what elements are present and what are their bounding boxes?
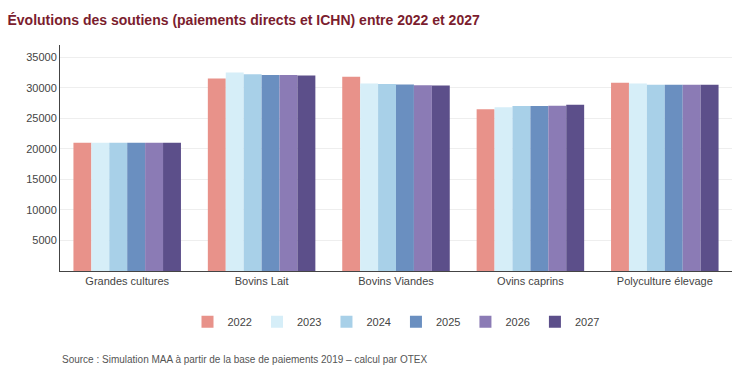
svg-text:5000: 5000 (32, 234, 56, 246)
svg-text:Grandes cultures: Grandes cultures (85, 275, 169, 287)
svg-text:15000: 15000 (26, 173, 57, 185)
svg-text:2022: 2022 (228, 316, 252, 328)
svg-text:Bovins Lait: Bovins Lait (235, 275, 289, 287)
svg-text:25000: 25000 (26, 112, 57, 124)
svg-text:2026: 2026 (505, 316, 529, 328)
svg-text:Bovins Viandes: Bovins Viandes (358, 275, 434, 287)
svg-text:Polyculture élevage: Polyculture élevage (617, 275, 713, 287)
svg-text:2027: 2027 (575, 316, 599, 328)
svg-text:30000: 30000 (26, 82, 57, 94)
svg-text:35000: 35000 (26, 51, 57, 63)
svg-text:Source : Simulation MAA à part: Source : Simulation MAA à partir de la b… (62, 354, 428, 365)
svg-text:Ovins caprins: Ovins caprins (497, 275, 564, 287)
svg-text:2024: 2024 (366, 316, 390, 328)
svg-text:20000: 20000 (26, 143, 57, 155)
svg-text:2023: 2023 (297, 316, 321, 328)
svg-text:Évolutions des soutiens (paiem: Évolutions des soutiens (paiements direc… (7, 12, 479, 28)
svg-text:10000: 10000 (26, 204, 57, 216)
svg-text:2025: 2025 (436, 316, 460, 328)
